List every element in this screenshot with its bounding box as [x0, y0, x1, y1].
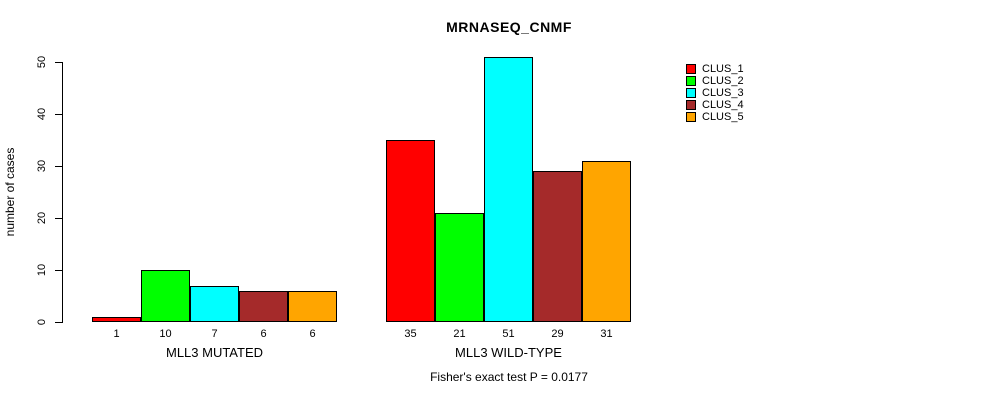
- bar-value-label: 31: [600, 328, 613, 340]
- y-tick: [55, 217, 63, 219]
- legend-label: CLUS_1: [702, 63, 744, 75]
- y-axis-line: [62, 62, 63, 323]
- legend-swatch-icon: [686, 76, 696, 86]
- legend-label: CLUS_4: [702, 99, 744, 111]
- bar-clus_5: [582, 161, 631, 322]
- bar-value-label: 51: [502, 328, 515, 340]
- bar-value-label: 35: [404, 328, 417, 340]
- bar-value-label: 10: [159, 328, 172, 340]
- legend-item: CLUS_5: [686, 111, 744, 123]
- y-axis-label: number of cases: [3, 147, 17, 237]
- bar-clus_3: [190, 286, 239, 322]
- legend-item: CLUS_2: [686, 75, 744, 87]
- y-tick-label: 20: [36, 211, 48, 225]
- bar-value-label: 7: [211, 328, 218, 340]
- bar-clus_4: [239, 291, 288, 322]
- bar-value-label: 29: [551, 328, 564, 340]
- bar-clus_5: [288, 291, 337, 322]
- legend-swatch-icon: [686, 100, 696, 110]
- bar-value-label: 6: [309, 328, 316, 340]
- legend-item: CLUS_4: [686, 99, 744, 111]
- y-tick: [55, 61, 63, 63]
- bar-value-label: 6: [260, 328, 267, 340]
- statistical-test-annotation: Fisher's exact test P = 0.0177: [430, 370, 588, 384]
- bar-clus_3: [484, 57, 533, 322]
- y-tick: [55, 321, 63, 323]
- legend-swatch-icon: [686, 64, 696, 74]
- group-label: MLL3 MUTATED: [165, 345, 264, 360]
- legend-item: CLUS_1: [686, 63, 744, 75]
- bar-clus_2: [435, 213, 484, 322]
- bar-clus_4: [533, 171, 582, 322]
- y-tick-label: 0: [36, 318, 48, 326]
- chart-title: MRNASEQ_CNMF: [446, 19, 572, 35]
- bar-clus_1: [386, 140, 435, 322]
- y-tick-label: 30: [36, 159, 48, 173]
- legend-item: CLUS_3: [686, 87, 744, 99]
- legend-swatch-icon: [686, 112, 696, 122]
- legend-label: CLUS_3: [702, 87, 744, 99]
- y-tick: [55, 165, 63, 167]
- bar-clus_2: [141, 270, 190, 322]
- legend-label: CLUS_5: [702, 111, 744, 123]
- y-tick-label: 10: [36, 263, 48, 277]
- y-tick-label: 40: [36, 107, 48, 121]
- legend-swatch-icon: [686, 88, 696, 98]
- y-tick-label: 50: [36, 55, 48, 69]
- bar-value-label: 21: [453, 328, 466, 340]
- y-tick: [55, 113, 63, 115]
- y-tick: [55, 269, 63, 271]
- group-label: MLL3 WILD-TYPE: [455, 345, 562, 360]
- bar-value-label: 1: [113, 328, 120, 340]
- bar-clus_1: [92, 317, 141, 322]
- legend-label: CLUS_2: [702, 75, 744, 87]
